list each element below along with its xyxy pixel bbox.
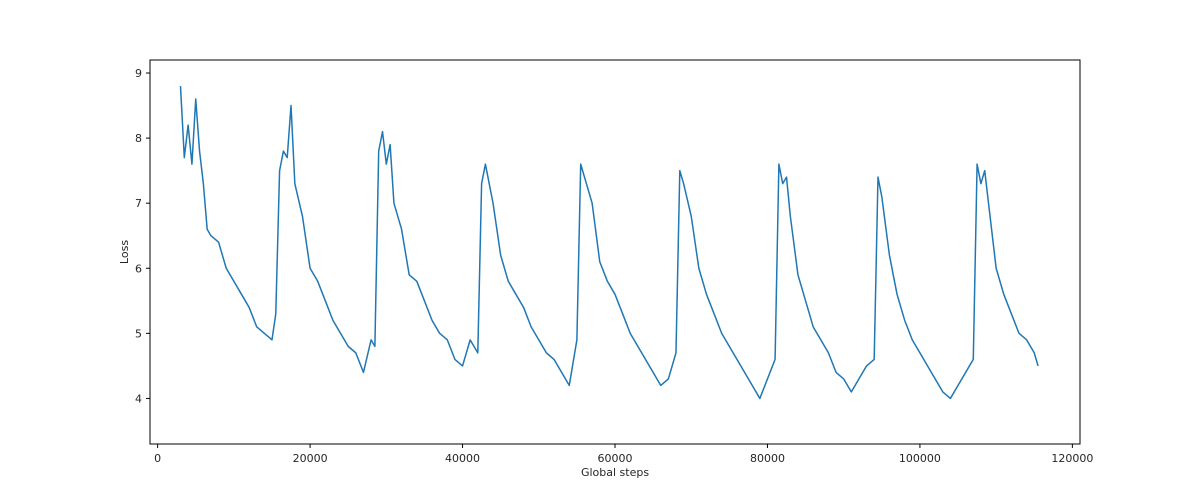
y-tick-label-3: 7 bbox=[135, 197, 142, 210]
y-tick-label-5: 9 bbox=[135, 67, 142, 80]
x-tick-label-0: 0 bbox=[154, 452, 161, 465]
x-tick-label-4: 80000 bbox=[750, 452, 785, 465]
plot-area bbox=[150, 60, 1080, 444]
series-line-0 bbox=[179, 85, 1039, 400]
y-axis: 4 5 6 7 8 9 bbox=[135, 67, 150, 405]
x-tick-label-2: 40000 bbox=[445, 452, 480, 465]
x-tick-label-6: 120000 bbox=[1051, 452, 1093, 465]
x-tick-label-1: 20000 bbox=[293, 452, 328, 465]
x-axis-label: Global steps bbox=[581, 466, 649, 479]
x-axis: 0 20000 40000 60000 80000 100000 120000 bbox=[154, 444, 1093, 465]
y-tick-label-1: 5 bbox=[135, 327, 142, 340]
series-layer bbox=[179, 85, 1039, 400]
y-tick-label-4: 8 bbox=[135, 132, 142, 145]
y-tick-label-2: 6 bbox=[135, 262, 142, 275]
x-tick-label-3: 60000 bbox=[598, 452, 633, 465]
y-axis-label: Loss bbox=[118, 240, 131, 264]
x-tick-label-5: 100000 bbox=[899, 452, 941, 465]
y-tick-label-0: 4 bbox=[135, 392, 142, 405]
